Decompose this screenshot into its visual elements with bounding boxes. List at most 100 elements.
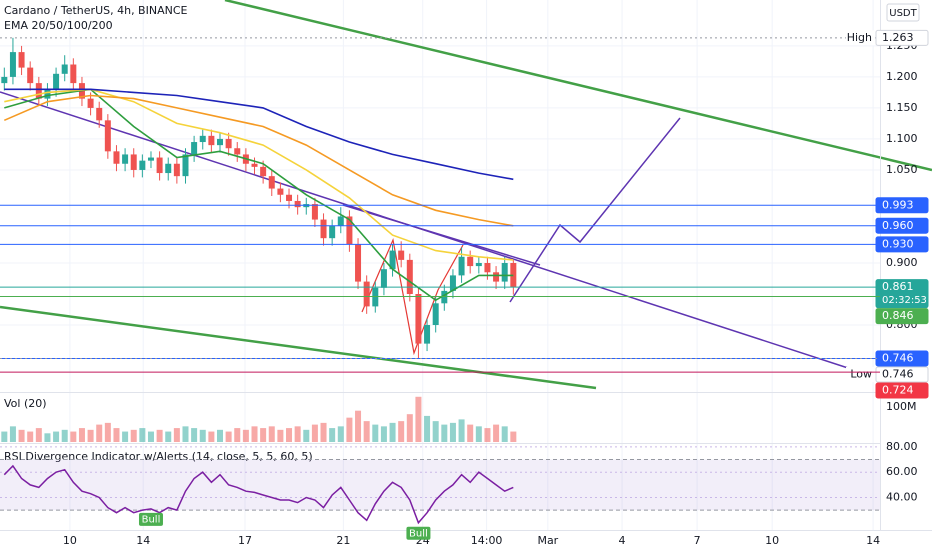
candle-body xyxy=(139,160,146,170)
candle-body xyxy=(475,262,482,267)
volume-bar xyxy=(320,422,327,442)
volume-bar xyxy=(251,426,258,442)
volume-bar xyxy=(398,421,405,442)
candle-body xyxy=(424,325,431,344)
volume-bar xyxy=(372,424,379,442)
price-label-box xyxy=(875,217,929,234)
y-tick-label: 0.900 xyxy=(886,256,918,269)
candle-body xyxy=(191,142,198,155)
candle-body xyxy=(18,52,25,68)
x-tick-label: 4 xyxy=(619,534,626,547)
rsi-title: RSI Divergence Indicator w/Alerts (14, c… xyxy=(4,450,313,463)
currency-box[interactable] xyxy=(886,3,920,22)
candle-body xyxy=(441,290,448,304)
volume-bar xyxy=(303,429,310,442)
price-label: 0.993 xyxy=(882,198,914,211)
tag-label: High xyxy=(847,31,872,44)
x-tick-label: 17 xyxy=(238,534,252,547)
candle-body xyxy=(467,256,474,267)
candle-body xyxy=(389,250,396,270)
volume-bar xyxy=(260,428,267,442)
candle-body xyxy=(415,294,422,344)
volume-bar xyxy=(493,424,500,442)
candle-body xyxy=(104,120,111,152)
candle-body xyxy=(501,262,508,282)
rsi-line xyxy=(3,464,514,525)
x-tick-label: 10 xyxy=(63,534,77,547)
volume-bar xyxy=(346,417,353,442)
y-tick-label: 1.200 xyxy=(886,70,918,83)
candle-body xyxy=(277,188,284,195)
candle-body xyxy=(70,64,77,84)
volume-bar xyxy=(415,396,422,442)
projection xyxy=(509,117,681,303)
volume-bar xyxy=(242,429,249,442)
x-tick-label: 14 xyxy=(136,534,150,547)
x-tick-label: 14:00 xyxy=(471,534,503,547)
volume-bar xyxy=(424,415,431,442)
plot xyxy=(1,37,517,359)
volume-bar xyxy=(467,424,474,442)
volume-bar xyxy=(53,431,60,442)
volume-bar xyxy=(70,431,77,442)
candle-body xyxy=(458,256,465,276)
candle-body xyxy=(87,98,94,108)
channel-bottom xyxy=(0,305,597,390)
candle-body xyxy=(182,154,189,177)
candle-body xyxy=(61,64,68,74)
candle-body xyxy=(286,194,293,201)
tag-label: Low xyxy=(850,368,872,381)
volume-bar xyxy=(191,428,198,442)
price-label-box xyxy=(875,382,929,399)
x-tick-label: 21 xyxy=(336,534,350,547)
volume-bar xyxy=(337,426,344,442)
volume-bar xyxy=(217,429,223,442)
y-tick-label: 1.150 xyxy=(886,101,918,114)
volume-bar xyxy=(475,426,482,442)
volume-bar xyxy=(9,426,16,442)
candle-body xyxy=(432,303,439,326)
volume-title: Vol (20) xyxy=(4,397,47,410)
volume-bar xyxy=(113,428,120,442)
signal-label: Bull xyxy=(142,514,161,525)
volume-bar xyxy=(27,431,34,442)
volume-bar xyxy=(234,428,241,442)
volume-bar xyxy=(35,428,42,442)
candle-body xyxy=(156,157,163,174)
candle-body xyxy=(44,89,51,99)
candle-body xyxy=(406,259,413,294)
volume-bar xyxy=(311,424,318,442)
candle-body xyxy=(449,275,456,291)
y-tick-label: 1.050 xyxy=(886,163,918,176)
candle-body xyxy=(398,250,405,260)
currency[interactable]: USDT xyxy=(889,8,917,19)
ema-line xyxy=(3,94,514,227)
volume-bar xyxy=(78,428,85,442)
channel-top xyxy=(224,0,932,172)
candle-body xyxy=(173,163,180,177)
volume-bar xyxy=(286,428,293,442)
candle-body xyxy=(208,135,215,146)
price-label-box xyxy=(875,366,929,383)
signal-box xyxy=(138,512,163,526)
volume-bar xyxy=(156,429,163,442)
candle-body xyxy=(311,204,318,220)
volume-bar xyxy=(130,429,137,442)
volume-bar xyxy=(268,426,275,442)
candle-body xyxy=(53,73,60,90)
price-label-box xyxy=(875,197,929,214)
chart-title: Cardano / TetherUS, 4h, BINANCE xyxy=(4,4,188,17)
volume-bar xyxy=(329,428,336,442)
x-tick-label: Mar xyxy=(537,534,558,547)
candle-body xyxy=(27,67,34,84)
volume-bar xyxy=(44,433,51,442)
volume-bar xyxy=(225,431,232,442)
candle-body xyxy=(122,154,129,164)
candle-body xyxy=(165,163,172,174)
volume-bar xyxy=(363,421,370,442)
tag-box xyxy=(846,30,875,46)
candle-body xyxy=(251,163,258,167)
volume-bar xyxy=(355,410,362,442)
candle-body xyxy=(355,244,362,282)
